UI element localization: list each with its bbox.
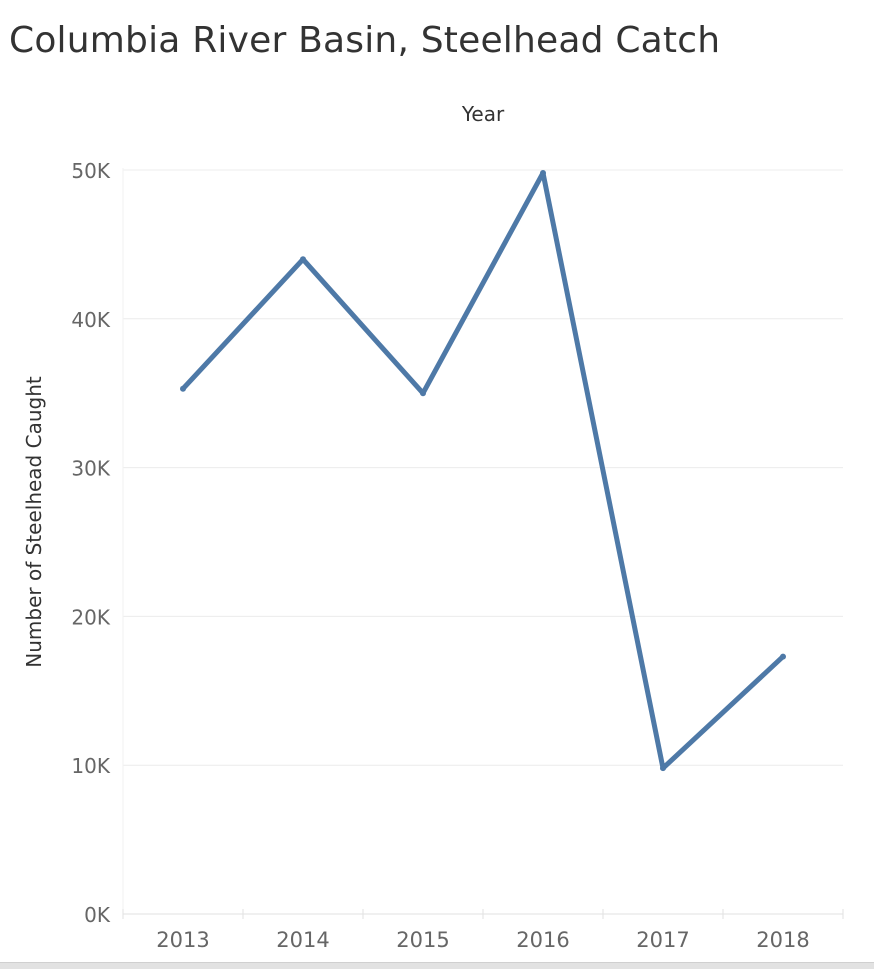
y-axis-title: Number of Steelhead Caught — [22, 376, 46, 668]
y-tick-label: 10K — [71, 754, 110, 778]
data-point-2014[interactable] — [300, 256, 306, 263]
y-tick-label: 40K — [71, 308, 110, 332]
x-tick-label: 2016 — [516, 928, 569, 952]
x-tick-label: 2013 — [156, 928, 209, 952]
data-point-2018[interactable] — [780, 653, 786, 660]
data-point-2017[interactable] — [660, 765, 666, 772]
x-tick-label: 2014 — [276, 928, 329, 952]
x-tick-label: 2018 — [756, 928, 809, 952]
bottom-scrollbar — [0, 962, 874, 969]
series-line[interactable] — [180, 170, 786, 771]
y-tick-label: 20K — [71, 605, 110, 629]
data-point-2016[interactable] — [540, 169, 546, 176]
axes — [122, 168, 844, 919]
data-point-2013[interactable] — [180, 385, 186, 392]
y-tick-label: 0K — [84, 903, 111, 927]
series — [180, 169, 786, 772]
x-axis-title: Year — [461, 102, 505, 126]
x-tick-label: 2017 — [636, 928, 689, 952]
x-tick-label: 2015 — [396, 928, 449, 952]
gridlines — [123, 169, 843, 766]
y-tick-label: 30K — [71, 457, 110, 481]
data-point-2015[interactable] — [420, 390, 426, 397]
labels: 0K 10K 20K 30K 40K 50K 2013 2014 2015 2016 2017 201… — [22, 102, 810, 952]
chart-title: Columbia River Basin, Steelhead Catch — [9, 20, 721, 61]
y-tick-label: 50K — [71, 159, 110, 183]
